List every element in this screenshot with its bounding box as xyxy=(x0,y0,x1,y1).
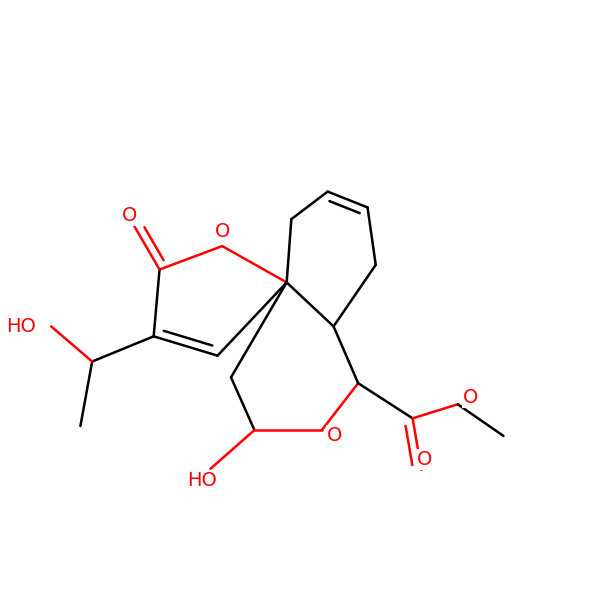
Text: HO: HO xyxy=(187,471,217,490)
Text: O: O xyxy=(122,206,137,225)
Text: HO: HO xyxy=(7,317,37,336)
Text: O: O xyxy=(215,222,230,241)
Text: O: O xyxy=(416,450,432,469)
Text: O: O xyxy=(327,427,343,445)
Text: O: O xyxy=(463,388,478,407)
